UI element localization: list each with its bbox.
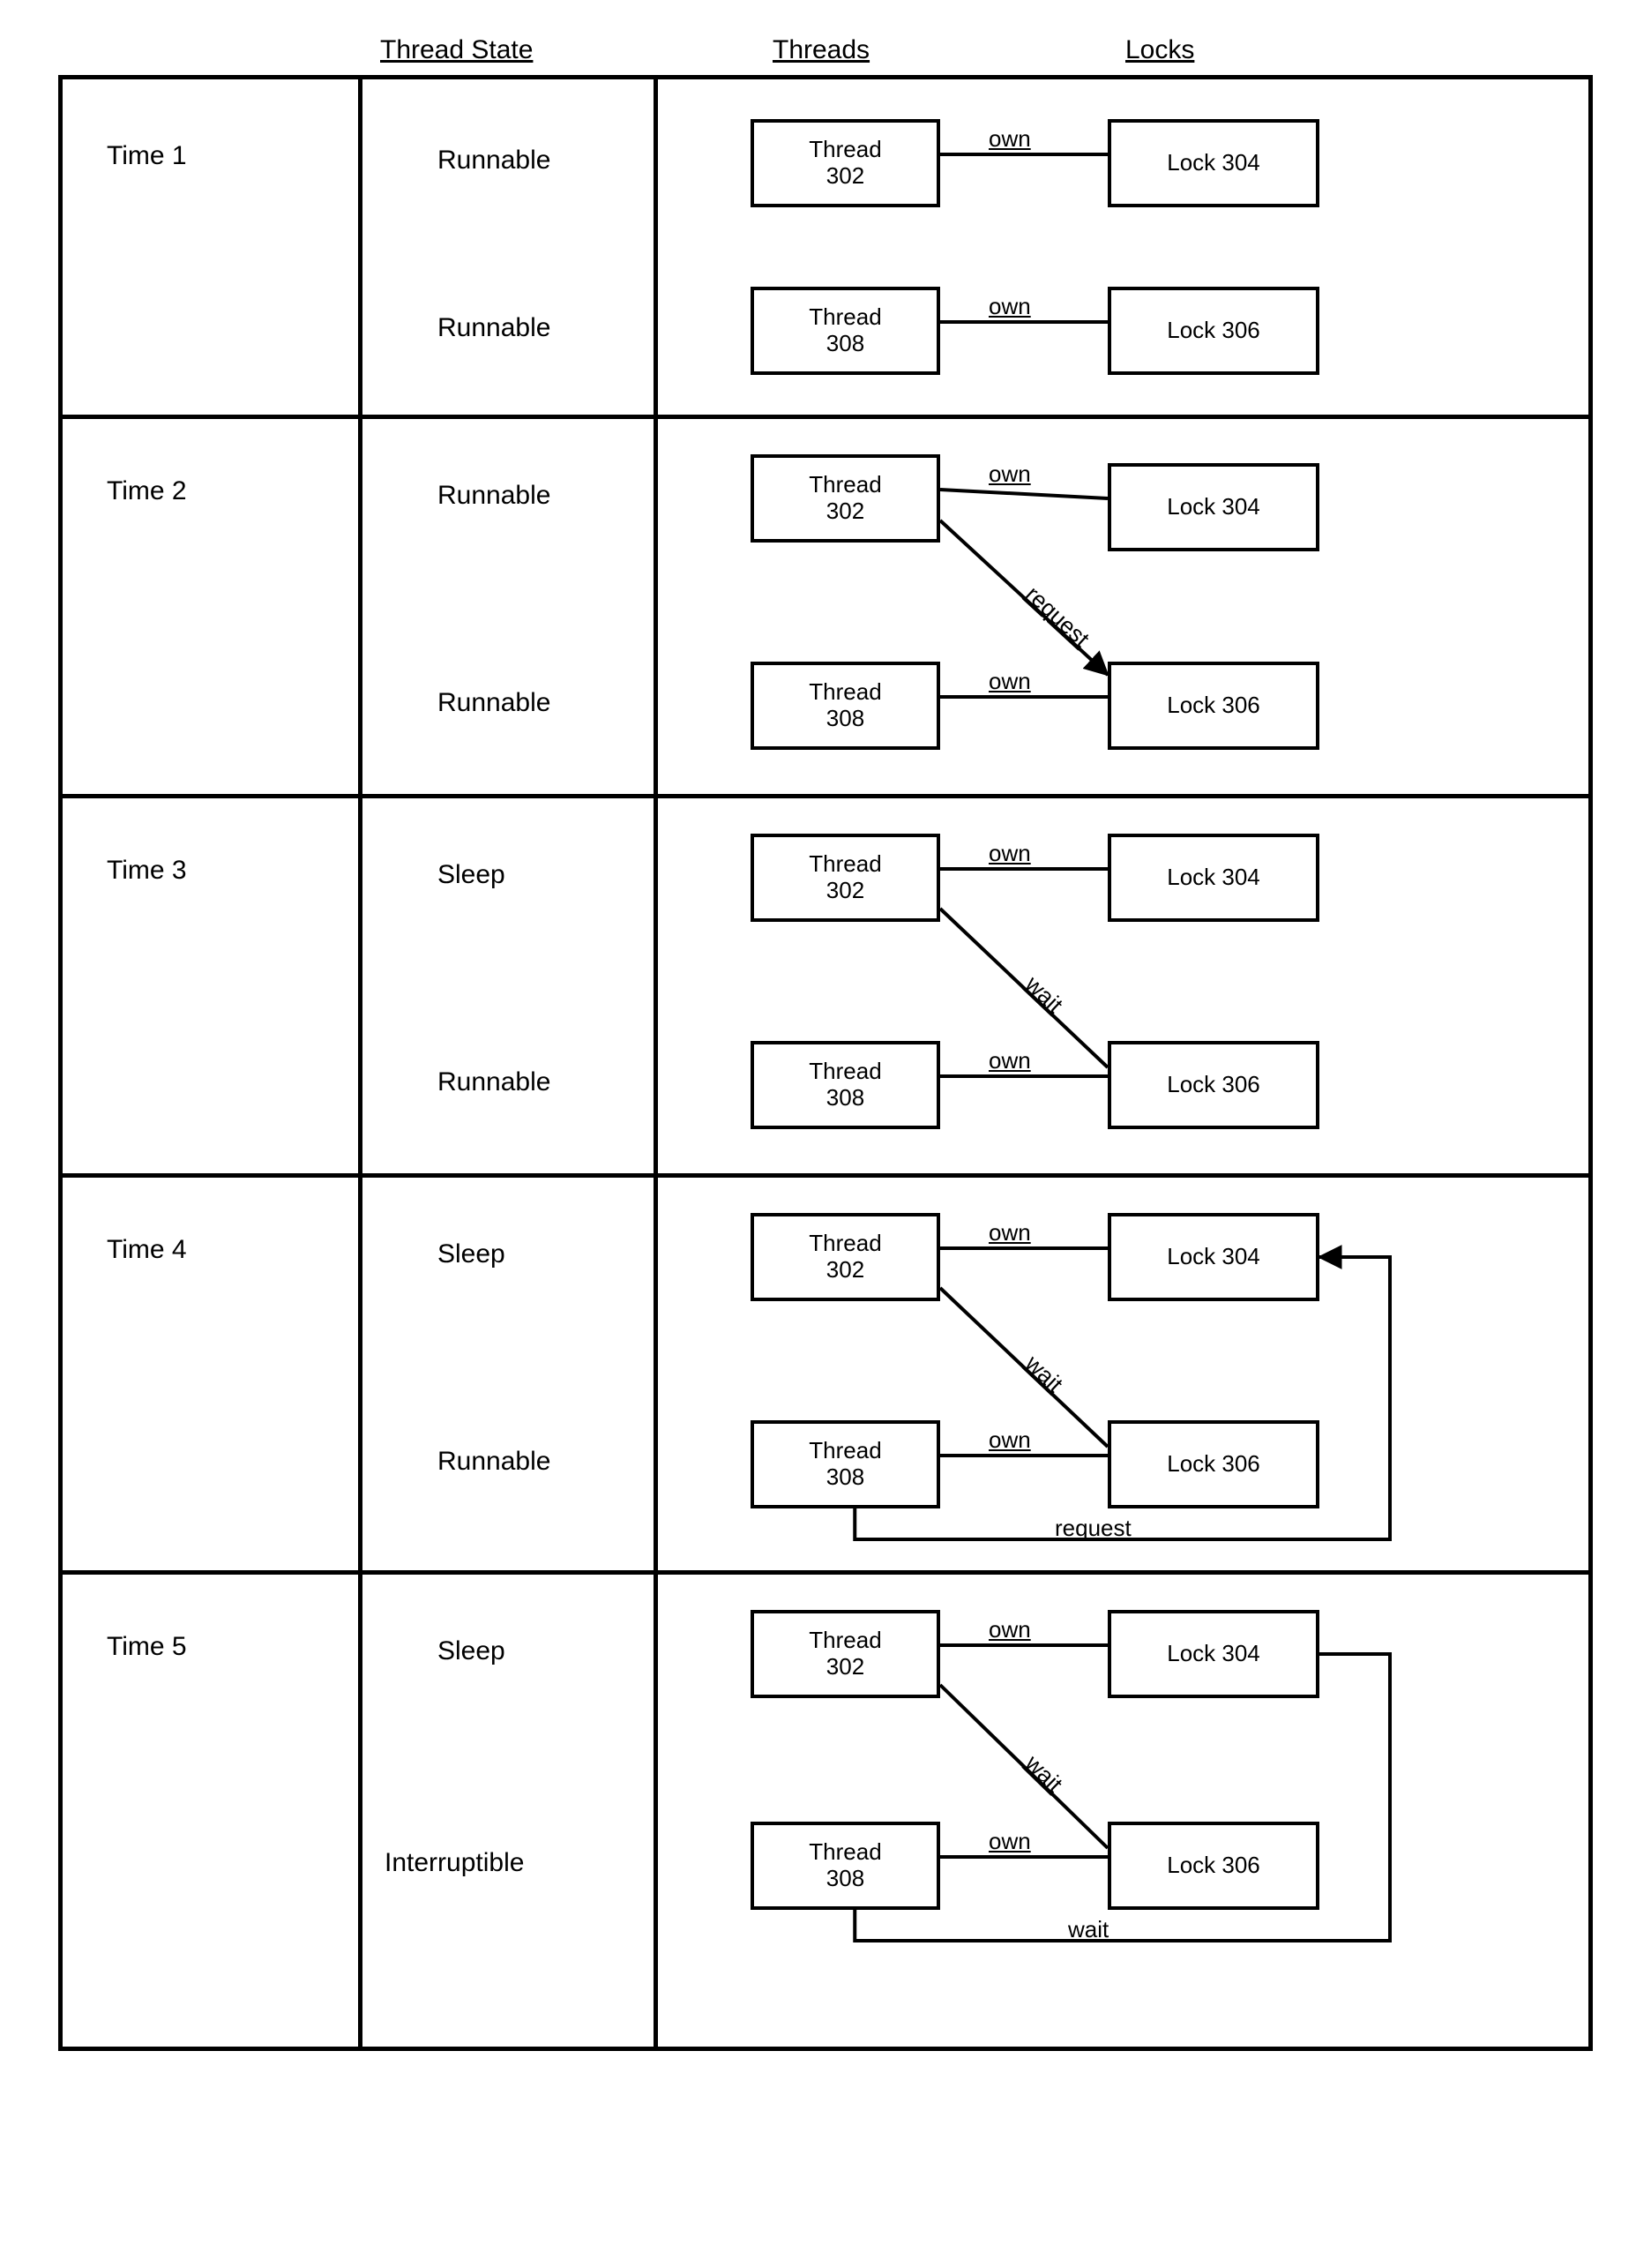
- edge-label-own: own: [989, 1616, 1031, 1643]
- thread-box: Thread308: [751, 1822, 940, 1910]
- time-label: Time 3: [107, 856, 187, 886]
- state-label: Runnable: [437, 688, 550, 718]
- divider-state: [358, 79, 362, 2047]
- row-divider: [63, 1570, 1588, 1575]
- thread-box: Thread302: [751, 1213, 940, 1301]
- header-locks: Locks: [1125, 35, 1194, 65]
- edge-label-wait: wait: [1068, 1916, 1109, 1943]
- lock-box: Lock 306: [1108, 662, 1319, 750]
- time-label: Time 4: [107, 1235, 187, 1265]
- lock-box: Lock 306: [1108, 1420, 1319, 1508]
- state-label: Runnable: [437, 481, 550, 511]
- row-divider: [63, 794, 1588, 798]
- edge-label-own: own: [989, 668, 1031, 695]
- state-label: Interruptible: [385, 1848, 524, 1878]
- thread-box: Thread308: [751, 1041, 940, 1129]
- time-label: Time 5: [107, 1632, 187, 1662]
- lock-box: Lock 304: [1108, 119, 1319, 207]
- thread-box: Thread308: [751, 1420, 940, 1508]
- lock-box: Lock 306: [1108, 1822, 1319, 1910]
- edge-label-request: request: [1055, 1515, 1132, 1542]
- lock-box: Lock 304: [1108, 834, 1319, 922]
- state-label: Runnable: [437, 313, 550, 343]
- row-divider: [63, 1173, 1588, 1178]
- header-threads: Threads: [773, 35, 870, 65]
- edge-label-own: own: [989, 460, 1031, 488]
- state-label: Runnable: [437, 1447, 550, 1477]
- thread-box: Thread308: [751, 662, 940, 750]
- time-label: Time 1: [107, 141, 187, 171]
- edge-label-own: own: [989, 1426, 1031, 1454]
- thread-box: Thread302: [751, 454, 940, 543]
- lock-box: Lock 304: [1108, 463, 1319, 551]
- thread-box: Thread308: [751, 287, 940, 375]
- thread-box: Thread302: [751, 119, 940, 207]
- edge-label-own: own: [989, 840, 1031, 867]
- lock-box: Lock 306: [1108, 1041, 1319, 1129]
- lock-box: Lock 304: [1108, 1213, 1319, 1301]
- lock-box: Lock 304: [1108, 1610, 1319, 1698]
- state-label: Sleep: [437, 860, 505, 890]
- edge-label-own: own: [989, 1047, 1031, 1074]
- state-label: Runnable: [437, 1067, 550, 1097]
- edge-label-own: own: [989, 1828, 1031, 1855]
- edge-label-own: own: [989, 1219, 1031, 1246]
- row-divider: [63, 415, 1588, 419]
- thread-lock-diagram: Thread State Threads Locks Time 1 Runnable Ru…: [41, 26, 1610, 2214]
- state-label: Sleep: [437, 1636, 505, 1666]
- edge-label-own: own: [989, 125, 1031, 153]
- lock-box: Lock 306: [1108, 287, 1319, 375]
- thread-box: Thread302: [751, 834, 940, 922]
- header-thread-state: Thread State: [380, 35, 533, 65]
- state-label: Sleep: [437, 1239, 505, 1269]
- time-label: Time 2: [107, 476, 187, 506]
- state-label: Runnable: [437, 146, 550, 176]
- edge-label-own: own: [989, 293, 1031, 320]
- thread-box: Thread302: [751, 1610, 940, 1698]
- divider-threads: [654, 79, 658, 2047]
